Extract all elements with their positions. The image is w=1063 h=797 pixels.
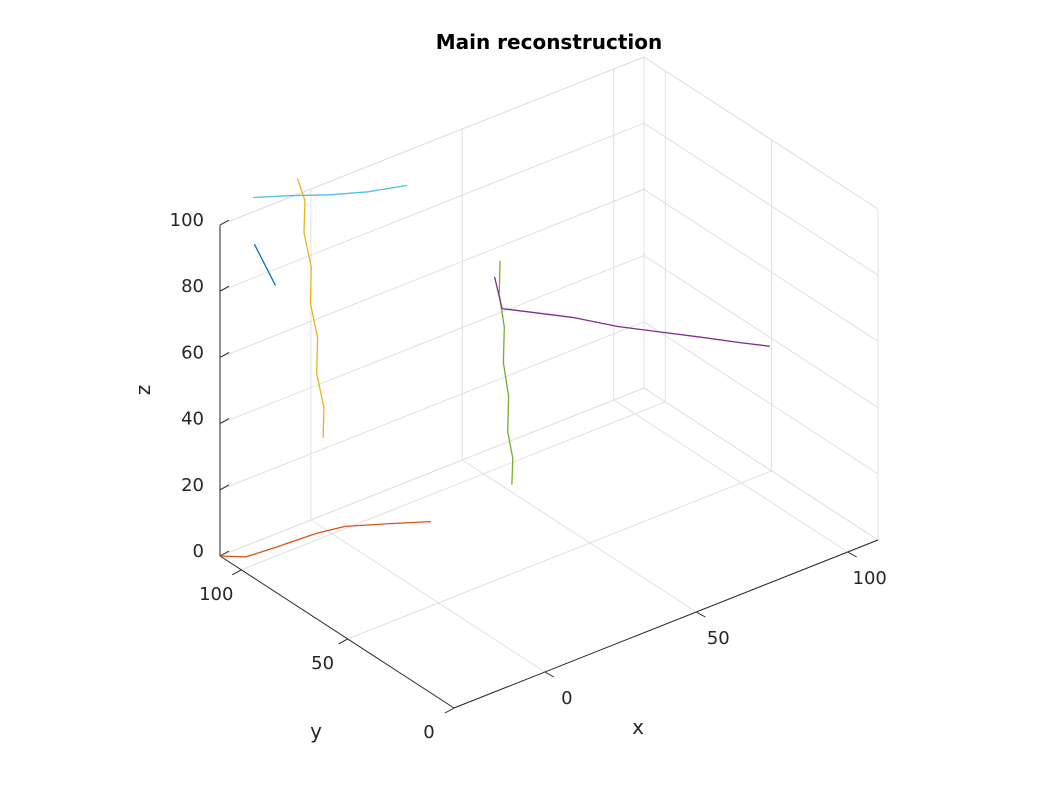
series-layer xyxy=(219,178,770,558)
backwall-gridline-z xyxy=(219,255,645,425)
backwall-gridline-z xyxy=(219,188,645,358)
z-tick-label: 60 xyxy=(181,342,204,363)
y-tick xyxy=(232,569,242,576)
x-tick xyxy=(544,671,555,678)
box-edge xyxy=(643,387,879,541)
z-tick-label: 100 xyxy=(170,210,204,231)
box-edge xyxy=(219,387,645,557)
z-tick xyxy=(219,285,230,292)
axis-layer xyxy=(219,219,879,714)
series-line-6 xyxy=(494,276,770,347)
floor-gridline-x xyxy=(310,519,546,673)
z-tick-label: 0 xyxy=(193,541,204,562)
y-tick-label: 0 xyxy=(423,722,434,743)
x-tick-label: 50 xyxy=(707,628,730,649)
z-tick-label: 20 xyxy=(181,475,204,496)
floor-gridline-y xyxy=(241,401,666,571)
box-edge xyxy=(643,56,879,210)
chart-title: Main reconstruction xyxy=(436,30,663,54)
floor-gridline-x xyxy=(613,399,848,553)
backwall-gridline-z xyxy=(219,122,645,292)
grid-layer xyxy=(219,56,879,709)
z-tick-label: 80 xyxy=(181,276,204,297)
y-tick xyxy=(444,707,455,714)
y-tick-label: 100 xyxy=(199,584,233,605)
series-line-2 xyxy=(219,520,431,558)
z-tick xyxy=(219,219,230,226)
x-axis-line xyxy=(453,539,879,709)
y-tick xyxy=(338,638,348,645)
floor-gridline-x xyxy=(462,459,697,613)
series-line-4 xyxy=(253,184,407,199)
floor-gridline-y xyxy=(347,470,772,640)
series-line-1 xyxy=(253,243,276,286)
backwall-gridline-z xyxy=(219,321,645,491)
label-layer: Main reconstruction x y z 0 50 100 0 50 100 0 2… xyxy=(131,30,887,743)
y-axis-line xyxy=(219,555,455,709)
y-tick-label: 50 xyxy=(311,653,334,674)
z-tick xyxy=(219,484,230,491)
x-tick-label: 0 xyxy=(561,688,572,709)
z-tick xyxy=(219,550,230,557)
y-axis-label: y xyxy=(310,719,322,743)
sidewall-gridline-z xyxy=(643,321,879,475)
sidewall-gridline-z xyxy=(643,255,879,409)
x-tick xyxy=(696,611,706,618)
z-tick xyxy=(219,351,230,358)
x-axis-label: x xyxy=(632,715,644,739)
z-axis-label: z xyxy=(131,385,155,396)
z-tick-label: 40 xyxy=(181,409,204,430)
x-tick xyxy=(847,551,857,558)
z-tick xyxy=(219,418,230,425)
sidewall-gridline-z xyxy=(643,188,879,342)
sidewall-gridline-z xyxy=(643,122,879,276)
x-tick-label: 100 xyxy=(853,568,887,589)
series-line-3 xyxy=(296,178,325,438)
box-edge xyxy=(219,56,645,226)
